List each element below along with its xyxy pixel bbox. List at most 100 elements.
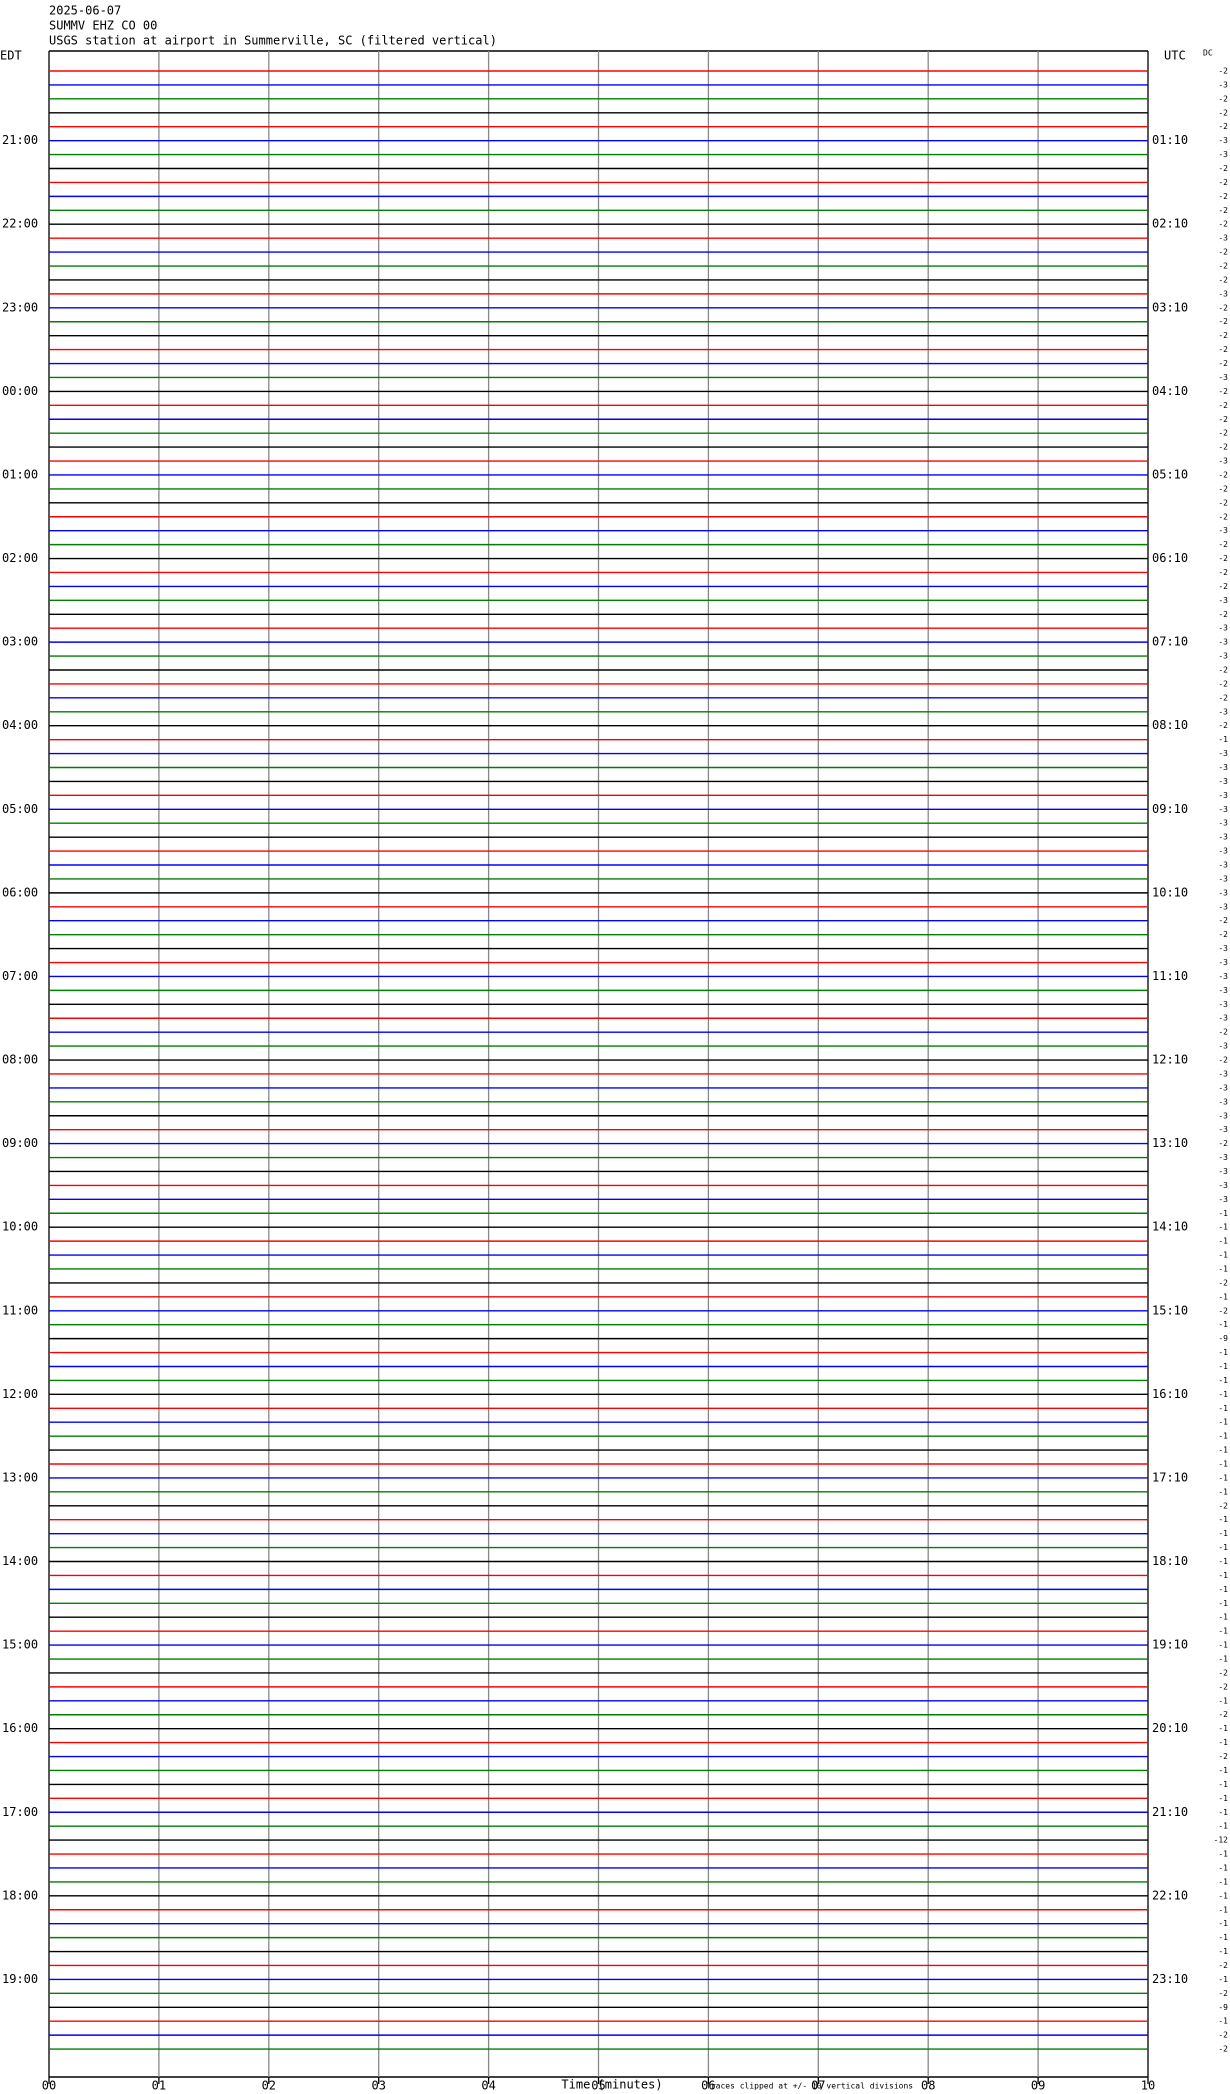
dc-value: -9 xyxy=(1218,2003,1228,2012)
dc-value: -1 xyxy=(1218,735,1228,744)
edt-label: 11:00 xyxy=(2,1303,38,1317)
edt-label: 18:00 xyxy=(2,1888,38,1902)
dc-value: -2 xyxy=(1218,1752,1228,1761)
edt-label: 06:00 xyxy=(2,885,38,899)
utc-label: 11:10 xyxy=(1152,969,1188,983)
dc-value: -1 xyxy=(1218,1613,1228,1622)
edt-label: 05:00 xyxy=(2,802,38,816)
x-tick-label: 01 xyxy=(152,2079,166,2093)
dc-value: -1 xyxy=(1218,1905,1228,1914)
dc-value: -2 xyxy=(1218,2045,1228,2054)
dc-value: -2 xyxy=(1218,94,1228,103)
dc-value: -1 xyxy=(1218,1850,1228,1859)
dc-value: -3 xyxy=(1218,1153,1228,1162)
utc-label: 09:10 xyxy=(1152,802,1188,816)
dc-value: -1 xyxy=(1218,1599,1228,1608)
dc-value: -2 xyxy=(1218,1306,1228,1315)
dc-value: -2 xyxy=(1218,568,1228,577)
dc-value: -2 xyxy=(1218,303,1228,312)
dc-value: -1 xyxy=(1218,1780,1228,1789)
dc-value: -1 xyxy=(1218,1376,1228,1385)
x-tick-label: 02 xyxy=(262,2079,276,2093)
edt-label: 01:00 xyxy=(2,467,38,481)
dc-value: -2 xyxy=(1218,192,1228,201)
dc-value: -3 xyxy=(1218,1125,1228,1134)
utc-label: 22:10 xyxy=(1152,1888,1188,1902)
dc-value: -1 xyxy=(1218,1418,1228,1427)
dc-value: -3 xyxy=(1218,526,1228,535)
edt-label: 07:00 xyxy=(2,969,38,983)
dc-value: -3 xyxy=(1218,763,1228,772)
edt-label: 13:00 xyxy=(2,1470,38,1484)
dc-value: -2 xyxy=(1218,122,1228,131)
utc-label: 13:10 xyxy=(1152,1136,1188,1150)
dc-value: -1 xyxy=(1218,1655,1228,1664)
dc-value: -3 xyxy=(1218,1069,1228,1078)
dc-value: -3 xyxy=(1218,902,1228,911)
dc-value: -3 xyxy=(1218,777,1228,786)
x-tick-label: 04 xyxy=(481,2079,495,2093)
dc-value: -1 xyxy=(1218,1362,1228,1371)
dc-value: -2 xyxy=(1218,930,1228,939)
dc-value: -2 xyxy=(1218,429,1228,438)
dc-value: -2 xyxy=(1218,665,1228,674)
dc-value: -1 xyxy=(1218,1292,1228,1301)
clip-note: Traces clipped at +/- 10 vertical divisi… xyxy=(706,2082,913,2091)
dc-value: -1 xyxy=(1218,1237,1228,1246)
dc-value: -2 xyxy=(1218,512,1228,521)
dc-value: -2 xyxy=(1218,317,1228,326)
utc-label: 19:10 xyxy=(1152,1638,1188,1652)
dc-value: -2 xyxy=(1218,1682,1228,1691)
utc-label: 14:10 xyxy=(1152,1220,1188,1234)
dc-value: -1 xyxy=(1218,1473,1228,1482)
dc-value: -2 xyxy=(1218,470,1228,479)
header-station: SUMMV EHZ CO 00 xyxy=(49,19,157,33)
header-date: 2025-06-07 xyxy=(49,4,121,18)
dc-value: -1 xyxy=(1218,1947,1228,1956)
dc-value: -3 xyxy=(1218,1167,1228,1176)
dc-value: -1 xyxy=(1218,1487,1228,1496)
utc-label: 18:10 xyxy=(1152,1554,1188,1568)
dc-value: -3 xyxy=(1218,136,1228,145)
edt-label: 22:00 xyxy=(2,217,38,231)
dc-value: -2 xyxy=(1218,331,1228,340)
dc-value: -1 xyxy=(1218,1696,1228,1705)
dc-value: -1 xyxy=(1218,1543,1228,1552)
dc-value: -1 xyxy=(1218,1808,1228,1817)
dc-value: -3 xyxy=(1218,234,1228,243)
dc-value: -2 xyxy=(1218,1989,1228,1998)
dc-value: -3 xyxy=(1218,861,1228,870)
dc-value: -3 xyxy=(1218,596,1228,605)
edt-label: 16:00 xyxy=(2,1721,38,1735)
utc-label: 06:10 xyxy=(1152,551,1188,565)
dc-value: -1 xyxy=(1218,1794,1228,1803)
dc-value: -1 xyxy=(1218,1738,1228,1747)
dc-value: -3 xyxy=(1218,1097,1228,1106)
edt-label: 09:00 xyxy=(2,1136,38,1150)
dc-value: -3 xyxy=(1218,1000,1228,1009)
dc-value: -1 xyxy=(1218,1209,1228,1218)
edt-label: 17:00 xyxy=(2,1805,38,1819)
edt-label: 15:00 xyxy=(2,1638,38,1652)
dc-value: -1 xyxy=(1218,1251,1228,1260)
utc-label: 21:10 xyxy=(1152,1805,1188,1819)
dc-value: -2 xyxy=(1218,387,1228,396)
utc-label: 20:10 xyxy=(1152,1721,1188,1735)
dc-value: -3 xyxy=(1218,888,1228,897)
utc-label: 05:10 xyxy=(1152,467,1188,481)
dc-value: -3 xyxy=(1218,749,1228,758)
dc-value: -1 xyxy=(1218,1446,1228,1455)
utc-label: 07:10 xyxy=(1152,635,1188,649)
dc-value: -2 xyxy=(1218,220,1228,229)
dc-value: -3 xyxy=(1218,972,1228,981)
dc-value: -2 xyxy=(1218,610,1228,619)
dc-value: -2 xyxy=(1218,1501,1228,1510)
dc-value: -3 xyxy=(1218,624,1228,633)
right-zone: UTC xyxy=(1164,49,1186,63)
dc-value: -3 xyxy=(1218,457,1228,466)
dc-value: -1 xyxy=(1218,1460,1228,1469)
dc-value: -3 xyxy=(1218,944,1228,953)
x-tick-label: 08 xyxy=(921,2079,935,2093)
dc-value: -1 xyxy=(1218,1404,1228,1413)
